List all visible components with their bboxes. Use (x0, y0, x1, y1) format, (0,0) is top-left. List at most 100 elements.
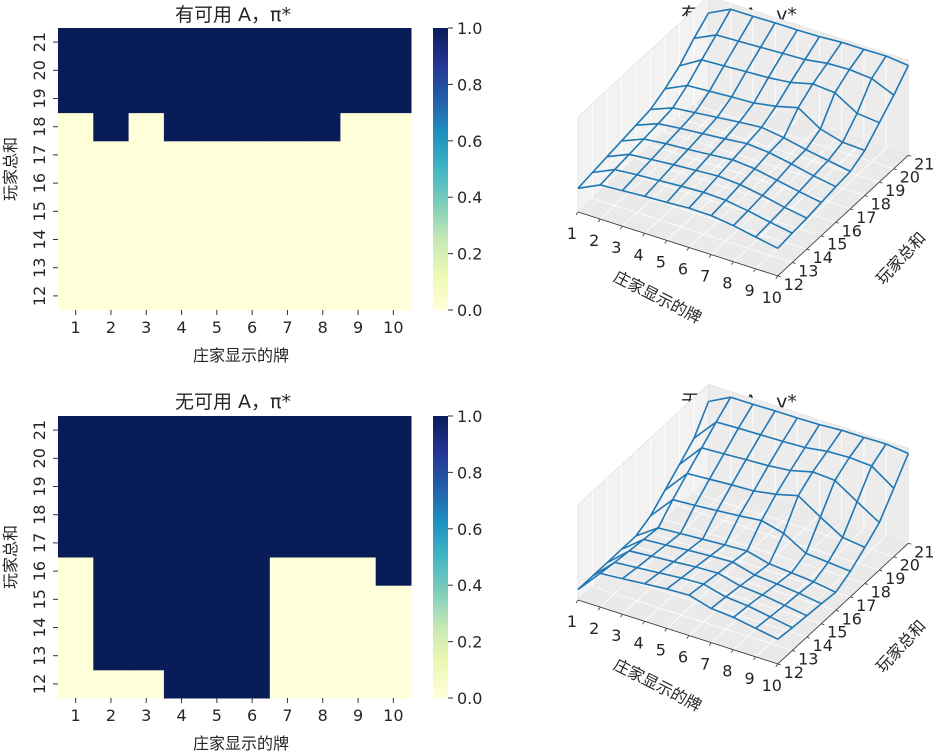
heatmap-cell (128, 444, 165, 473)
y-tick-label: 13 (798, 650, 818, 669)
x-tick-label: 2 (106, 318, 116, 337)
y-tick (777, 663, 781, 666)
heatmap-cell (234, 253, 271, 283)
x-tick (753, 656, 756, 661)
y-tick-label: 17 (30, 145, 49, 165)
heatmap-cell (93, 585, 130, 614)
colorbar-gradient (433, 28, 448, 310)
heatmap-cell (58, 169, 94, 198)
heatmap-cell (234, 225, 271, 255)
y-axis-label: 玩家总和 (872, 228, 930, 288)
heatmap-cell (375, 669, 412, 699)
heatmap-cell (58, 444, 94, 473)
surface-plot-no-usable-ace: 无可用 A，v* 1234567891012131415161718192021… (567, 383, 934, 715)
surface-row-line (679, 446, 880, 524)
y-tick (792, 650, 796, 652)
heatmap-cell (128, 140, 165, 170)
x-tick-label: 3 (141, 706, 151, 725)
heatmap-cell (234, 56, 271, 85)
heatmap-cell (93, 613, 130, 643)
heatmap-cell (305, 281, 341, 311)
heatmap-cell (199, 253, 235, 283)
surface-column-line (666, 29, 798, 203)
x-tick (642, 233, 645, 237)
heatmap-cell (58, 281, 94, 311)
y-tick-label: 14 (30, 229, 49, 249)
heatmap-cell (93, 528, 130, 558)
y-tick-label: 20 (900, 168, 920, 187)
x-tick-label: 1 (71, 706, 81, 725)
y-tick-label: 20 (900, 556, 920, 575)
y-tick-label: 15 (827, 235, 847, 254)
surface-plot-with-usable-ace: 有可用 A，v* 1234567891012131415161718192021… (567, 0, 934, 327)
y-tick-label: 14 (30, 617, 49, 637)
heatmap-cell (199, 197, 235, 226)
chart-title: 有可用 A，π* (175, 4, 291, 26)
heatmap-cell (375, 613, 412, 643)
y-axis-label: 玩家总和 (1, 525, 20, 589)
heatmap-cell (163, 140, 200, 170)
heatmap-cell (234, 585, 271, 614)
y-axis-line (777, 155, 909, 277)
colorbar-tick-label: 1.0 (457, 407, 482, 426)
heatmap-cell (93, 281, 130, 311)
pane-gridline (650, 50, 851, 210)
heatmap-cell (163, 112, 200, 142)
y-axis-line (777, 543, 909, 665)
y-tick-label: 13 (30, 646, 49, 666)
surface-column-line (755, 443, 887, 629)
pane-gridline (664, 36, 865, 196)
y-tick-label: 12 (784, 663, 804, 682)
y-tick-label: 12 (30, 286, 49, 306)
colorbar-tick-label: 0.0 (457, 301, 482, 320)
heatmap-cell (375, 56, 412, 85)
y-tick (908, 542, 912, 545)
heatmap-cell (199, 528, 235, 558)
y-tick-label: 19 (885, 569, 905, 588)
y-tick-label: 16 (30, 561, 49, 581)
y-tick-label: 19 (30, 476, 49, 496)
heatmap-cell (340, 28, 377, 57)
x-tick-label: 6 (247, 318, 257, 337)
x-tick-label: 3 (611, 238, 621, 257)
heatmap-cell (340, 225, 377, 255)
y-tick-label: 16 (842, 609, 862, 628)
heatmap-cell (163, 669, 200, 699)
y-tick-label: 15 (30, 589, 49, 609)
heatmap-cell (269, 169, 306, 198)
heatmap-cell (375, 281, 412, 311)
surface-column-line (777, 65, 910, 249)
heatmap-cell (375, 197, 412, 226)
heatmap-cell (199, 84, 235, 114)
heatmap-cell (269, 225, 306, 255)
heatmap-cell (199, 641, 235, 671)
heatmap-cell (375, 140, 412, 170)
colorbar-tick-label: 0.2 (457, 633, 482, 652)
heatmap-cell (305, 528, 341, 558)
heatmap-cell (128, 28, 165, 57)
surface-column-line (710, 429, 843, 610)
heatmap-cell (128, 500, 165, 530)
heatmap-cell (340, 641, 377, 671)
heatmap-cell (269, 28, 306, 57)
heatmap-cell (163, 500, 200, 530)
heatmap-cell (199, 56, 235, 85)
y-tick-label: 14 (813, 636, 833, 655)
heatmap-cell (199, 140, 235, 170)
heatmap-cell (199, 112, 235, 142)
surface-column-line (688, 424, 821, 596)
heatmap-cell (128, 225, 165, 255)
surface-row-line (606, 550, 808, 617)
heatmap-cell (163, 557, 200, 586)
x-tick (731, 261, 734, 265)
pane-gridline (592, 491, 793, 651)
x-tick-label: 1 (71, 318, 81, 337)
surface-column-line (777, 453, 910, 640)
heatmap-cell (375, 500, 412, 530)
heatmap-cell (58, 557, 94, 586)
x-axis-line (577, 211, 778, 277)
colorbar-tick-label: 0.4 (457, 188, 482, 207)
heatmap-cell (269, 140, 306, 170)
y-tick (893, 168, 897, 171)
